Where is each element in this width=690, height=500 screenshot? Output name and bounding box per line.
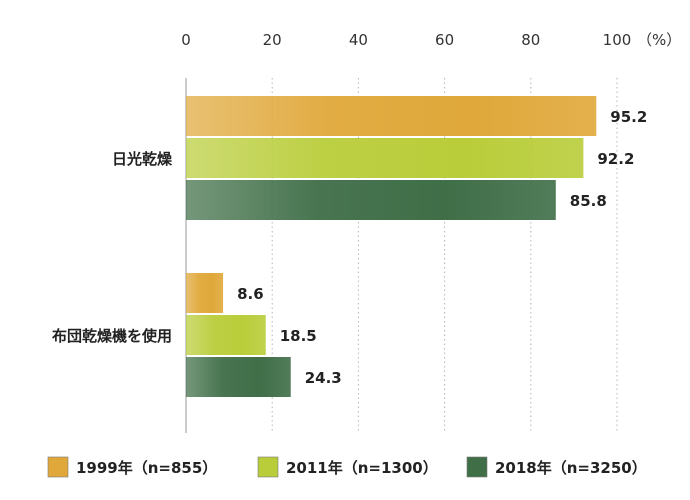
- bar-value-label: 24.3: [305, 369, 342, 387]
- bar-value-label: 18.5: [280, 327, 317, 345]
- legend-label: 1999年（n=855）: [76, 459, 217, 477]
- bar-value-label: 95.2: [610, 108, 647, 126]
- bar-value-label: 92.2: [597, 150, 634, 168]
- legend-swatch: [47, 456, 69, 478]
- bar: [186, 315, 266, 355]
- x-tick-label: 80: [521, 31, 540, 49]
- x-tick-label: 60: [435, 31, 454, 49]
- x-tick-label: 0: [181, 31, 191, 49]
- bar: [186, 357, 291, 397]
- legend-swatch: [466, 456, 488, 478]
- x-tick-label: 100: [603, 31, 632, 49]
- legend-swatch: [257, 456, 279, 478]
- bar: [186, 180, 556, 220]
- bar: [186, 96, 597, 136]
- category-label: 日光乾燥: [112, 150, 173, 168]
- bar: [186, 273, 224, 313]
- legend-label: 2011年（n=1300）: [286, 459, 438, 477]
- x-tick-label: 20: [263, 31, 282, 49]
- axis-unit-label: （%）: [637, 31, 681, 49]
- bar-value-label: 8.6: [237, 285, 264, 303]
- legend-label: 2018年（n=3250）: [495, 459, 647, 477]
- x-tick-label: 40: [349, 31, 368, 49]
- bar-value-label: 85.8: [570, 192, 607, 210]
- category-label: 布団乾燥機を使用: [52, 327, 172, 345]
- bar: [186, 138, 584, 178]
